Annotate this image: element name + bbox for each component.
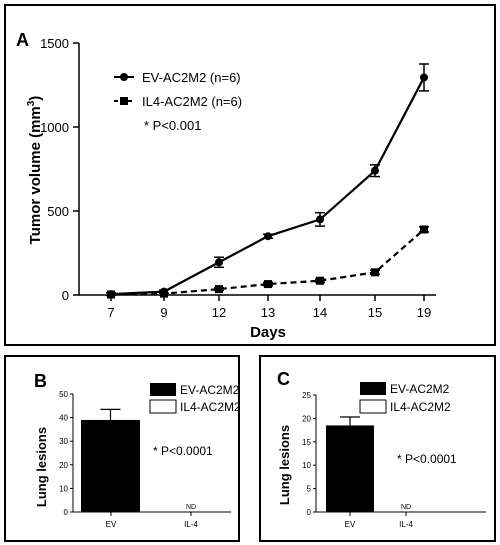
y-tick-label: 25 bbox=[302, 391, 311, 400]
y-tick-label: 15 bbox=[302, 438, 311, 447]
panel-label-b: B bbox=[34, 371, 47, 391]
bar-ev bbox=[81, 419, 140, 512]
y-tick-label: 0 bbox=[64, 508, 69, 517]
legend-label-il4: IL4-AC2M2 (n=6) bbox=[142, 94, 242, 109]
data-point-ev bbox=[371, 166, 379, 175]
legend-marker-il4 bbox=[120, 97, 128, 105]
data-point-il4 bbox=[420, 225, 428, 234]
x-tick-label: EV bbox=[345, 520, 356, 529]
legend-label-il4-b: IL4-AC2M2 bbox=[180, 400, 238, 414]
legend-label-il4-c: IL4-AC2M2 bbox=[390, 400, 451, 414]
data-point-il4 bbox=[215, 285, 223, 294]
panel-label-c: C bbox=[277, 369, 290, 389]
y-tick-label: 0 bbox=[307, 508, 312, 517]
data-point-ev bbox=[316, 215, 324, 224]
bar-ev bbox=[326, 425, 374, 512]
x-tick-label: 9 bbox=[160, 305, 167, 320]
nd-label: ND bbox=[401, 504, 411, 511]
data-point-ev bbox=[420, 73, 428, 82]
data-point-il4 bbox=[107, 290, 115, 299]
x-tick-label: 14 bbox=[313, 305, 327, 320]
annotation-b: * P<0.0001 bbox=[153, 444, 213, 458]
y-tick-label: 50 bbox=[59, 390, 68, 399]
y-tick-label: 10 bbox=[59, 484, 68, 493]
legend-label-ev: EV-AC2M2 (n=6) bbox=[142, 70, 241, 85]
y-axis-label-b: Lung lesions bbox=[34, 427, 49, 507]
annotation-a: * P<0.001 bbox=[144, 118, 201, 133]
legend-swatch-il4-b bbox=[149, 399, 177, 414]
legend-swatch-ev-b bbox=[150, 383, 176, 396]
x-tick-label: 7 bbox=[107, 305, 114, 320]
x-tick-label: 13 bbox=[261, 305, 275, 320]
y-tick-label: 40 bbox=[59, 414, 68, 423]
data-point-ev bbox=[215, 258, 223, 267]
y-tick-label: 20 bbox=[59, 461, 68, 470]
x-tick-label: 12 bbox=[212, 305, 226, 320]
data-point-ev bbox=[264, 232, 272, 241]
y-axis-label-a: Tumor volume (mm3) bbox=[26, 96, 44, 245]
panel-a: A 0 500 1000 1500 7 9 12 13 14 15 19 Tumor volume… bbox=[4, 4, 496, 346]
y-tick-label: 1500 bbox=[40, 36, 69, 51]
x-tick-label: 15 bbox=[368, 305, 382, 320]
legend-label-ev-b: EV-AC2M2 bbox=[180, 383, 238, 397]
line-chart-a: A 0 500 1000 1500 7 9 12 13 14 15 19 Tumor volume… bbox=[16, 30, 436, 341]
x-tick-label: EV bbox=[106, 520, 117, 529]
panel-b: B Lung lesions 0 10 20 30 40 50 ND EV IL-4 EV-… bbox=[4, 355, 241, 542]
y-tick-label: 10 bbox=[302, 461, 311, 470]
legend-swatch-ev-c bbox=[360, 382, 386, 395]
data-point-il4 bbox=[264, 280, 272, 289]
y-tick-label: 500 bbox=[47, 204, 69, 219]
y-axis-label-c: Lung lesions bbox=[277, 425, 292, 505]
legend-a: EV-AC2M2 (n=6) IL4-AC2M2 (n=6) bbox=[114, 70, 242, 109]
y-tick-label: 30 bbox=[59, 437, 68, 446]
legend-label-ev-c: EV-AC2M2 bbox=[390, 382, 450, 396]
y-tick-label: 1000 bbox=[40, 120, 69, 135]
panel-c: C Lung lesions 0 5 10 15 20 25 ND EV IL-4 EV-A… bbox=[259, 355, 496, 542]
bar-chart-c: C Lung lesions 0 5 10 15 20 25 ND EV IL-4 EV-A… bbox=[277, 369, 486, 529]
x-tick-label: IL-4 bbox=[184, 520, 198, 529]
y-tick-label: 20 bbox=[302, 414, 311, 423]
legend-swatch-il4-c bbox=[359, 399, 387, 414]
data-point-il4 bbox=[371, 268, 379, 277]
x-axis-label-a: Days bbox=[250, 324, 286, 341]
y-tick-label: 0 bbox=[62, 288, 69, 303]
legend-marker-ev bbox=[120, 73, 128, 81]
panel-label-a: A bbox=[16, 30, 29, 50]
x-tick-label: 19 bbox=[417, 305, 431, 320]
data-point-il4 bbox=[316, 276, 324, 285]
x-tick-label: IL-4 bbox=[399, 520, 413, 529]
y-tick-label: 5 bbox=[307, 485, 312, 494]
nd-label: ND bbox=[186, 504, 196, 511]
data-point-il4 bbox=[160, 289, 168, 298]
series-line-ev bbox=[110, 76, 425, 296]
annotation-c: * P<0.0001 bbox=[397, 452, 457, 466]
bar-chart-b: B Lung lesions 0 10 20 30 40 50 ND EV IL-4 EV-… bbox=[34, 371, 241, 529]
